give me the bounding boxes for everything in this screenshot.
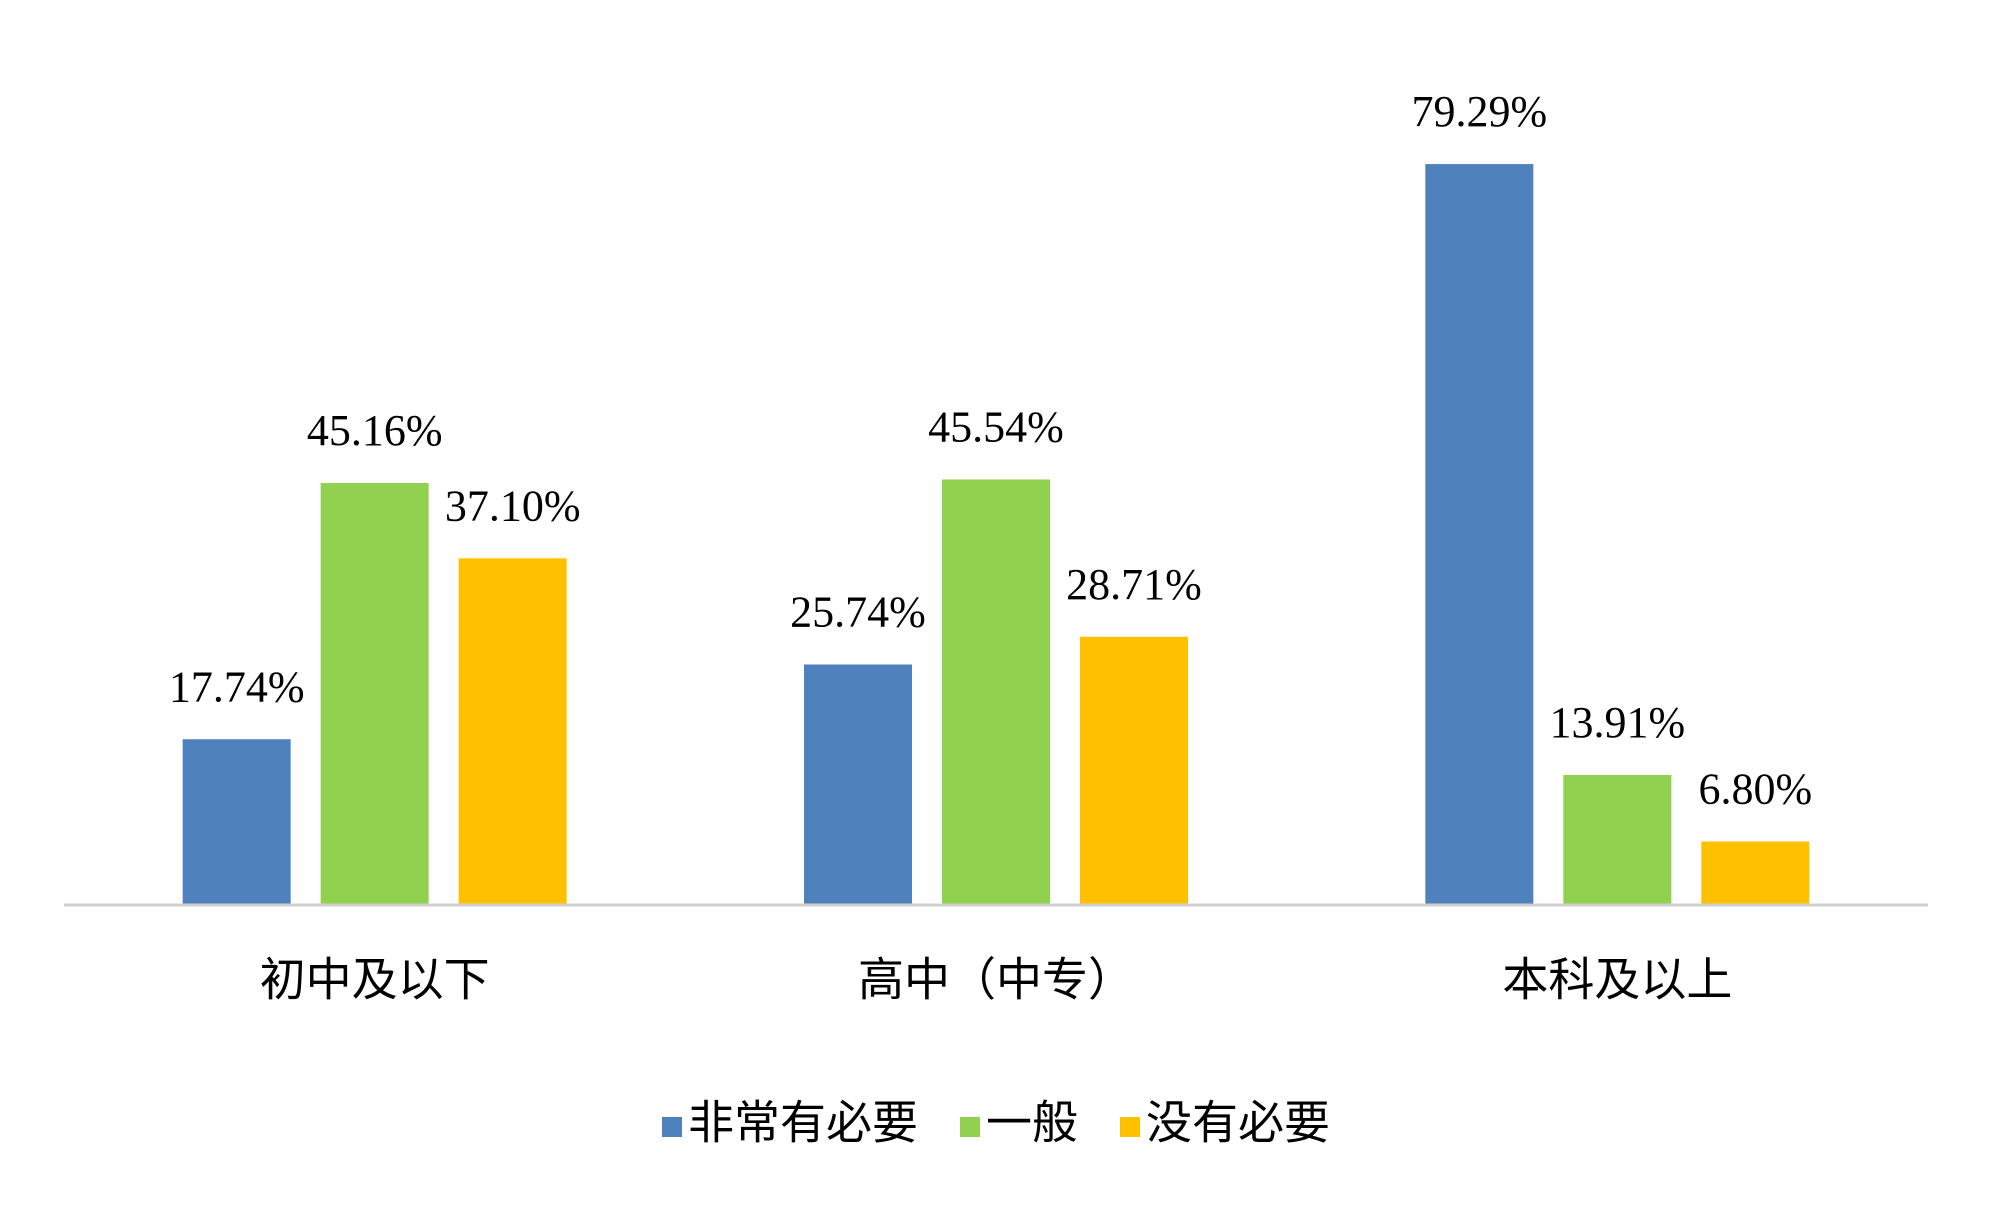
bar (1425, 164, 1534, 906)
data-label: 17.74% (169, 662, 305, 711)
legend-swatch (1120, 1117, 1140, 1137)
data-label: 13.91% (1550, 698, 1686, 747)
data-label: 37.10% (445, 481, 581, 530)
legend-label: 没有必要 (1146, 1098, 1330, 1149)
legend-label: 一般 (986, 1098, 1078, 1149)
x-tick-label: 高中（中专） (858, 955, 1134, 1006)
legend-swatch (662, 1117, 682, 1137)
bar (942, 479, 1050, 905)
data-label: 28.71% (1066, 560, 1202, 609)
bar (804, 664, 912, 905)
data-label: 45.54% (928, 403, 1064, 452)
x-tick-label: 本科及以上 (1502, 955, 1732, 1006)
legend-label: 非常有必要 (688, 1098, 918, 1149)
x-tick-label: 初中及以下 (260, 955, 490, 1006)
legend-swatch (960, 1117, 980, 1137)
bar (1080, 636, 1188, 905)
bar (458, 558, 567, 905)
bar (320, 483, 429, 905)
bar (182, 739, 291, 905)
data-label: 6.80% (1699, 765, 1813, 814)
data-label: 25.74% (790, 588, 926, 637)
data-label: 45.16% (307, 406, 443, 455)
bar (1563, 775, 1672, 905)
data-label: 79.29% (1412, 87, 1548, 136)
bar (1701, 841, 1810, 905)
